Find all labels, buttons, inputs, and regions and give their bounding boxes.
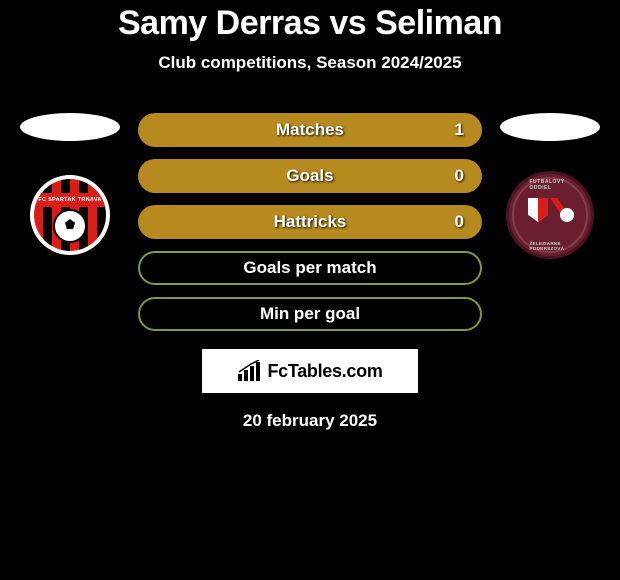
crest-top-text: FUTBALOVÝ ODDIEL	[530, 179, 571, 191]
right-player-col: FUTBALOVÝ ODDIEL ŽELEZIARNE PODBREZOVÁ	[500, 113, 600, 259]
left-player-col: FC SPARTAK TRNAVA	[20, 113, 120, 259]
stat-right-value: 1	[455, 120, 464, 140]
stat-bar: Matches 1	[138, 113, 482, 147]
comet-icon	[548, 196, 574, 222]
stat-label: Min per goal	[260, 304, 360, 324]
comet-ball	[560, 208, 574, 222]
stat-right-value: 0	[455, 212, 464, 232]
stat-label: Matches	[276, 120, 344, 140]
crest-center	[526, 194, 574, 236]
left-club-crest: FC SPARTAK TRNAVA	[26, 171, 114, 259]
stats-column: Matches 1 Goals 0 Hattricks 0 Goals per match M…	[138, 113, 482, 331]
stat-bar: Min per goal	[138, 297, 482, 331]
chart-icon	[237, 360, 263, 382]
shield-icon	[528, 198, 548, 222]
brand-link[interactable]: FcTables.com	[202, 349, 418, 393]
brand-text: FcTables.com	[267, 361, 382, 382]
stat-label: Hattricks	[274, 212, 347, 232]
stat-label: Goals	[286, 166, 333, 186]
main-row: FC SPARTAK TRNAVA Matches1Goals0Hattrick…	[0, 113, 620, 331]
crest-bottom-text: ŽELEZIARNE PODBREZOVÁ	[530, 241, 571, 251]
crest-banner: FC SPARTAK TRNAVA	[34, 193, 106, 207]
page-subtitle: Club competitions, Season 2024/2025	[0, 53, 620, 73]
right-player-placeholder	[500, 113, 600, 141]
stat-label: Goals per match	[243, 258, 376, 278]
left-player-placeholder	[20, 113, 120, 141]
stat-bar: Hattricks 0	[138, 205, 482, 239]
date-line: 20 february 2025	[0, 411, 620, 431]
stat-bar: Goals per match	[138, 251, 482, 285]
stat-right-value: 0	[455, 166, 464, 186]
comparison-widget: Samy Derras vs Seliman Club competitions…	[0, 0, 620, 431]
right-club-crest: FUTBALOVÝ ODDIEL ŽELEZIARNE PODBREZOVÁ	[506, 171, 594, 259]
page-title: Samy Derras vs Seliman	[0, 4, 620, 43]
soccer-ball-icon	[53, 209, 87, 243]
stat-bar: Goals 0	[138, 159, 482, 193]
crest-inner: FC SPARTAK TRNAVA	[34, 179, 106, 251]
